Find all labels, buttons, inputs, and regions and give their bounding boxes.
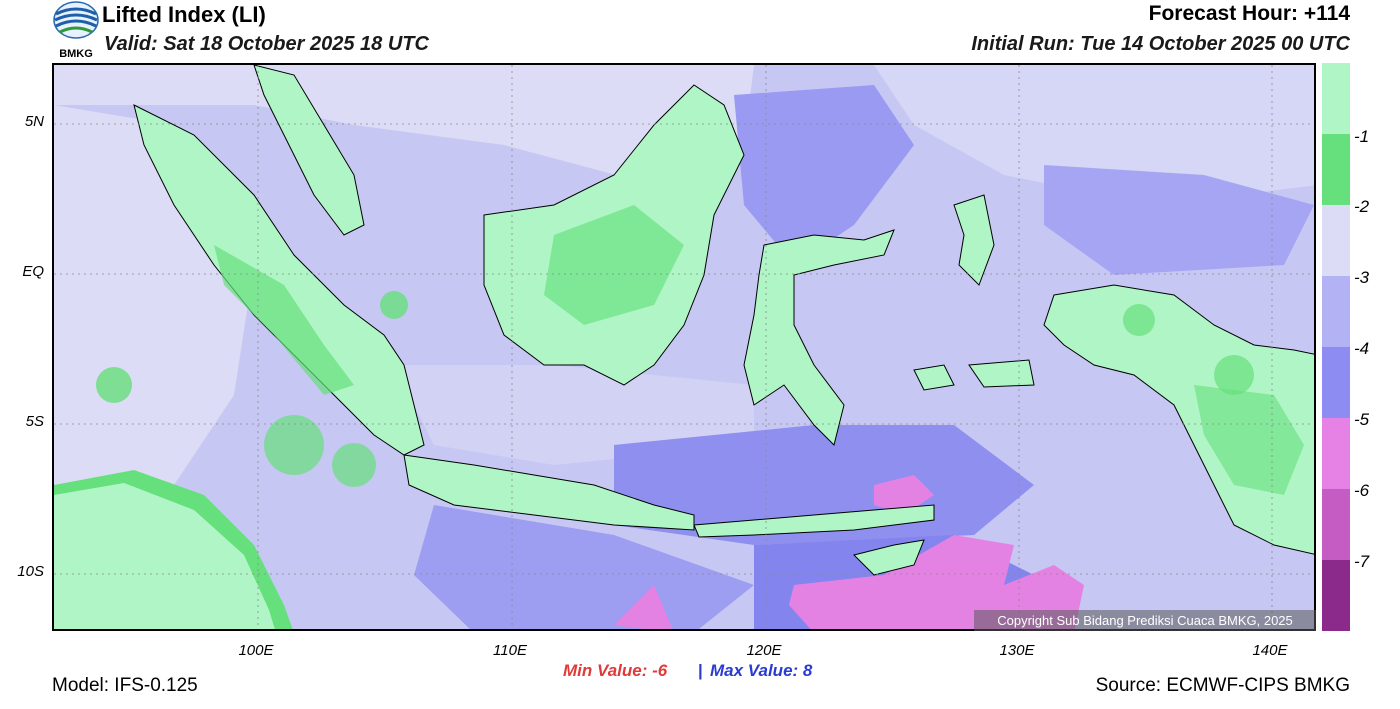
legend-swatch xyxy=(1322,276,1350,347)
lon-label-100e: 100E xyxy=(238,642,274,659)
data-source: Source: ECMWF-CIPS BMKG xyxy=(1095,675,1350,696)
lon-label-140e: 140E xyxy=(1252,642,1288,659)
logo-text: BMKG xyxy=(59,48,93,60)
lat-label-5n: 5N xyxy=(24,113,44,130)
legend-swatch xyxy=(1322,134,1350,205)
legend-label: -6 xyxy=(1354,481,1370,500)
lon-label-120e: 120E xyxy=(746,642,782,659)
legend-label: -1 xyxy=(1354,127,1370,146)
initial-run: Initial Run: Tue 14 October 2025 00 UTC xyxy=(971,33,1350,55)
legend-swatch xyxy=(1322,418,1350,489)
bmkg-logo: BMKG xyxy=(53,1,99,60)
model-name: Model: IFS-0.125 xyxy=(52,675,198,696)
value-separator: | xyxy=(698,661,703,680)
legend-swatch xyxy=(1322,347,1350,418)
legend-colorbar xyxy=(1322,63,1350,631)
max-value: Max Value: 8 xyxy=(710,661,813,680)
legend-swatch xyxy=(1322,63,1350,134)
lon-label-130e: 130E xyxy=(999,642,1035,659)
legend-label: -3 xyxy=(1354,268,1370,287)
forecast-hour: Forecast Hour: +114 xyxy=(1148,2,1350,25)
valid-time: Valid: Sat 18 October 2025 18 UTC xyxy=(104,33,429,55)
lat-label-10s: 10S xyxy=(17,563,44,580)
copyright-notice: Copyright Sub Bidang Prediksi Cuaca BMKG… xyxy=(974,610,1316,631)
lat-label-eq: EQ xyxy=(22,263,44,280)
min-value: Min Value: -6 xyxy=(563,661,668,680)
legend-label: -5 xyxy=(1354,410,1370,429)
legend-swatch xyxy=(1322,205,1350,276)
map-title: Lifted Index (LI) xyxy=(102,2,266,27)
map-canvas xyxy=(54,65,1314,629)
legend-swatch xyxy=(1322,560,1350,631)
lifted-index-map xyxy=(52,63,1316,631)
legend-label: -4 xyxy=(1354,339,1370,358)
legend-swatch xyxy=(1322,489,1350,560)
legend-label: -7 xyxy=(1354,552,1370,571)
lat-label-5s: 5S xyxy=(25,413,44,430)
lon-label-110e: 110E xyxy=(493,642,527,659)
legend-label: -2 xyxy=(1354,197,1370,216)
